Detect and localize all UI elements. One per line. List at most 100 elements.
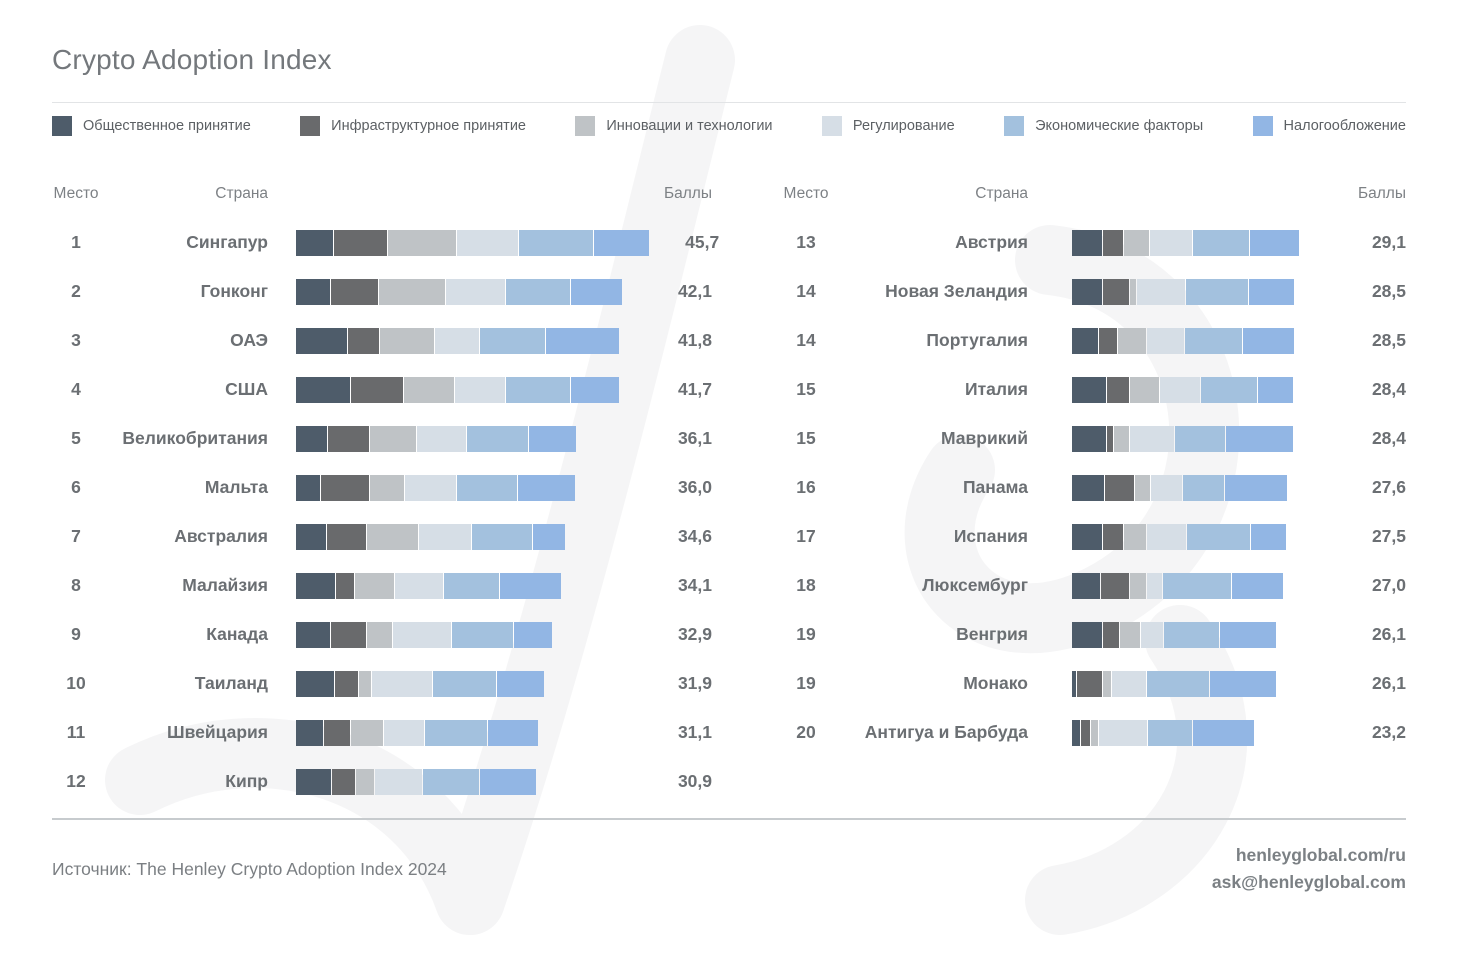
rank-cell: 1: [71, 232, 81, 252]
stacked-bar: [296, 719, 642, 746]
bar-segment-economic-factors: [1163, 621, 1220, 648]
stacked-bar: [296, 474, 642, 501]
table-row: 16 Панама 27,6: [782, 463, 1406, 512]
bar-segment-economic-factors: [432, 670, 496, 697]
country-cell: Малайзия: [182, 575, 268, 595]
country-cell: Венгрия: [956, 624, 1028, 644]
bar-segment-infrastructure-adoption: [1102, 229, 1123, 256]
bar-segment-regulation: [456, 229, 519, 256]
score-cell: 28,4: [1371, 428, 1406, 448]
bar-cell: [1028, 523, 1336, 550]
footer-contacts: henleyglobal.com/ru ask@henleyglobal.com: [1212, 842, 1406, 896]
bar-segment-economic-factors: [452, 621, 513, 648]
rank-cell: 15: [796, 428, 816, 448]
bar-segment-regulation: [1146, 327, 1184, 354]
stacked-bar: [1072, 327, 1336, 354]
bar-segment-public-adoption: [1072, 670, 1076, 697]
bar-segment-taxation: [1220, 621, 1276, 648]
bar-cell: [1028, 621, 1336, 648]
bar-segment-regulation: [446, 278, 505, 305]
rank-cell: 3: [71, 330, 81, 350]
score-cell: 27,6: [1371, 477, 1406, 497]
stacked-bar: [1072, 229, 1336, 256]
rank-cell: 18: [796, 575, 816, 595]
rank-cell: 7: [71, 526, 81, 546]
bar-segment-regulation: [1111, 670, 1146, 697]
bar-segment-taxation: [1209, 670, 1276, 697]
stacked-bar: [296, 327, 642, 354]
score-cell: 27,5: [1371, 526, 1406, 546]
bar-segment-innovation-technology: [367, 621, 393, 648]
bar-segment-regulation: [417, 425, 466, 452]
country-cell: Таиланд: [194, 673, 268, 693]
table-row: 18 Люксембург 27,0: [782, 561, 1406, 610]
legend-swatch-infrastructure-adoption: [300, 116, 321, 136]
bar-segment-innovation-technology: [351, 719, 383, 746]
score-cell: 23,2: [1371, 722, 1406, 742]
stacked-bar: [296, 572, 642, 599]
bar-segment-innovation-technology: [1129, 278, 1137, 305]
bar-segment-public-adoption: [296, 621, 330, 648]
bar-segment-economic-factors: [1186, 278, 1249, 305]
score-cell: 34,1: [677, 575, 712, 595]
bar-segment-economic-factors: [1200, 376, 1257, 403]
bar-segment-innovation-technology: [378, 278, 446, 305]
legend-label: Экономические факторы: [1035, 118, 1204, 134]
stacked-bar: [296, 376, 642, 403]
bar-segment-economic-factors: [1184, 327, 1243, 354]
table-row: 8 Малайзия 34,1: [52, 561, 712, 610]
bar-cell: [268, 474, 642, 501]
table-row: 4 США 41,7: [52, 365, 712, 414]
rank-cell: 17: [796, 526, 816, 546]
rank-header: Место: [53, 185, 99, 202]
bar-segment-public-adoption: [296, 670, 335, 697]
bar-segment-regulation: [404, 474, 456, 501]
bar-cell: [268, 278, 642, 305]
score-cell: 41,7: [677, 379, 712, 399]
bar-segment-taxation: [1243, 327, 1295, 354]
email-link[interactable]: ask@henleyglobal.com: [1211, 872, 1406, 893]
stacked-bar: [296, 523, 642, 550]
bar-segment-infrastructure-adoption: [1076, 670, 1102, 697]
bar-segment-regulation: [1137, 278, 1186, 305]
rank-cell: 5: [71, 428, 81, 448]
column-header-row: Место Страна Баллы: [52, 174, 712, 214]
bar-segment-public-adoption: [296, 768, 332, 795]
rank-cell: 19: [796, 624, 816, 644]
website-link[interactable]: henleyglobal.com/ru: [1235, 845, 1406, 865]
bar-cell: [268, 376, 642, 403]
rank-cell: 20: [796, 722, 816, 742]
bar-segment-regulation: [395, 572, 443, 599]
rank-cell: 13: [796, 232, 816, 252]
bar-segment-taxation: [1257, 376, 1294, 403]
score-cell: 32,9: [677, 624, 712, 644]
bar-segment-innovation-technology: [1123, 229, 1150, 256]
bar-segment-innovation-technology: [366, 523, 418, 550]
bar-cell: [1028, 278, 1336, 305]
bar-segment-innovation-technology: [355, 768, 375, 795]
bar-segment-innovation-technology: [1120, 621, 1140, 648]
bar-segment-public-adoption: [296, 572, 335, 599]
score-cell: 36,1: [677, 428, 712, 448]
bar-segment-infrastructure-adoption: [335, 670, 358, 697]
legend-label: Налогообложение: [1283, 118, 1406, 134]
bar-segment-regulation: [1146, 523, 1187, 550]
bar-segment-innovation-technology: [1129, 376, 1160, 403]
stacked-bar: [1072, 278, 1336, 305]
bar-segment-infrastructure-adoption: [1107, 376, 1129, 403]
bar-cell: [1028, 670, 1336, 697]
bar-segment-public-adoption: [296, 719, 324, 746]
table-row: 15 Маврикий 28,4: [782, 414, 1406, 463]
table-row: 14 Новая Зеландия 28,5: [782, 267, 1406, 316]
ranking-column-right: Место Страна Баллы 13 Австрия 29,1 14 Новая …: [782, 174, 1406, 806]
rank-cell: 14: [796, 330, 816, 350]
stacked-bar: [296, 621, 642, 648]
bar-segment-public-adoption: [1072, 621, 1103, 648]
bar-segment-regulation: [434, 327, 479, 354]
bar-segment-regulation: [372, 670, 432, 697]
bar-segment-infrastructure-adoption: [332, 768, 355, 795]
bar-segment-economic-factors: [424, 719, 488, 746]
bar-segment-innovation-technology: [1118, 327, 1146, 354]
bar-cell: [268, 719, 642, 746]
bar-segment-infrastructure-adoption: [333, 229, 387, 256]
